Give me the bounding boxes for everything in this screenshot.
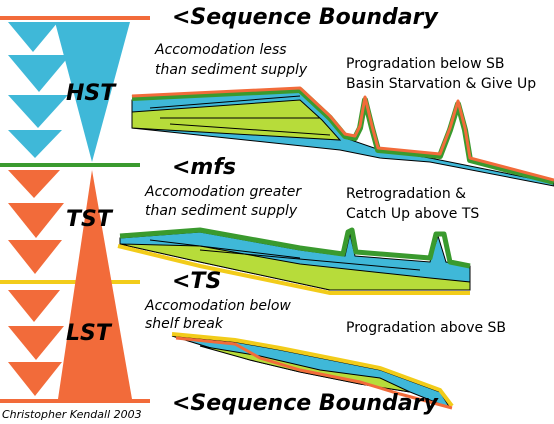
tst-lst-triangles bbox=[8, 170, 132, 399]
tst-section bbox=[117, 227, 471, 295]
note: than sediment supply bbox=[145, 203, 298, 219]
tract-label: TST bbox=[66, 207, 114, 232]
tract-label: HST bbox=[66, 81, 117, 106]
credit: Christopher Kendall 2003 bbox=[2, 408, 142, 421]
boundary-label: <TS bbox=[172, 269, 221, 294]
tract-label: LST bbox=[66, 321, 113, 346]
boundary-label: <Sequence Boundary bbox=[172, 5, 439, 30]
note: Accomodation below bbox=[144, 298, 291, 314]
hst-triangles bbox=[8, 22, 130, 162]
boundary-label: <mfs bbox=[172, 155, 236, 180]
lst-section bbox=[171, 332, 454, 410]
note: Accomodation less bbox=[154, 42, 287, 58]
hst-section bbox=[131, 86, 554, 187]
description: Catch Up above TS bbox=[346, 206, 479, 222]
boundary-label: <Sequence Boundary bbox=[172, 391, 439, 416]
description: Basin Starvation & Give Up bbox=[346, 76, 536, 92]
description: Retrogradation & bbox=[346, 186, 466, 202]
note: than sediment supply bbox=[155, 62, 308, 78]
description: Progradation below SB bbox=[346, 56, 505, 72]
description: Progradation above SB bbox=[346, 320, 506, 336]
note: Accomodation greater bbox=[144, 184, 302, 200]
note: shelf break bbox=[145, 316, 224, 332]
